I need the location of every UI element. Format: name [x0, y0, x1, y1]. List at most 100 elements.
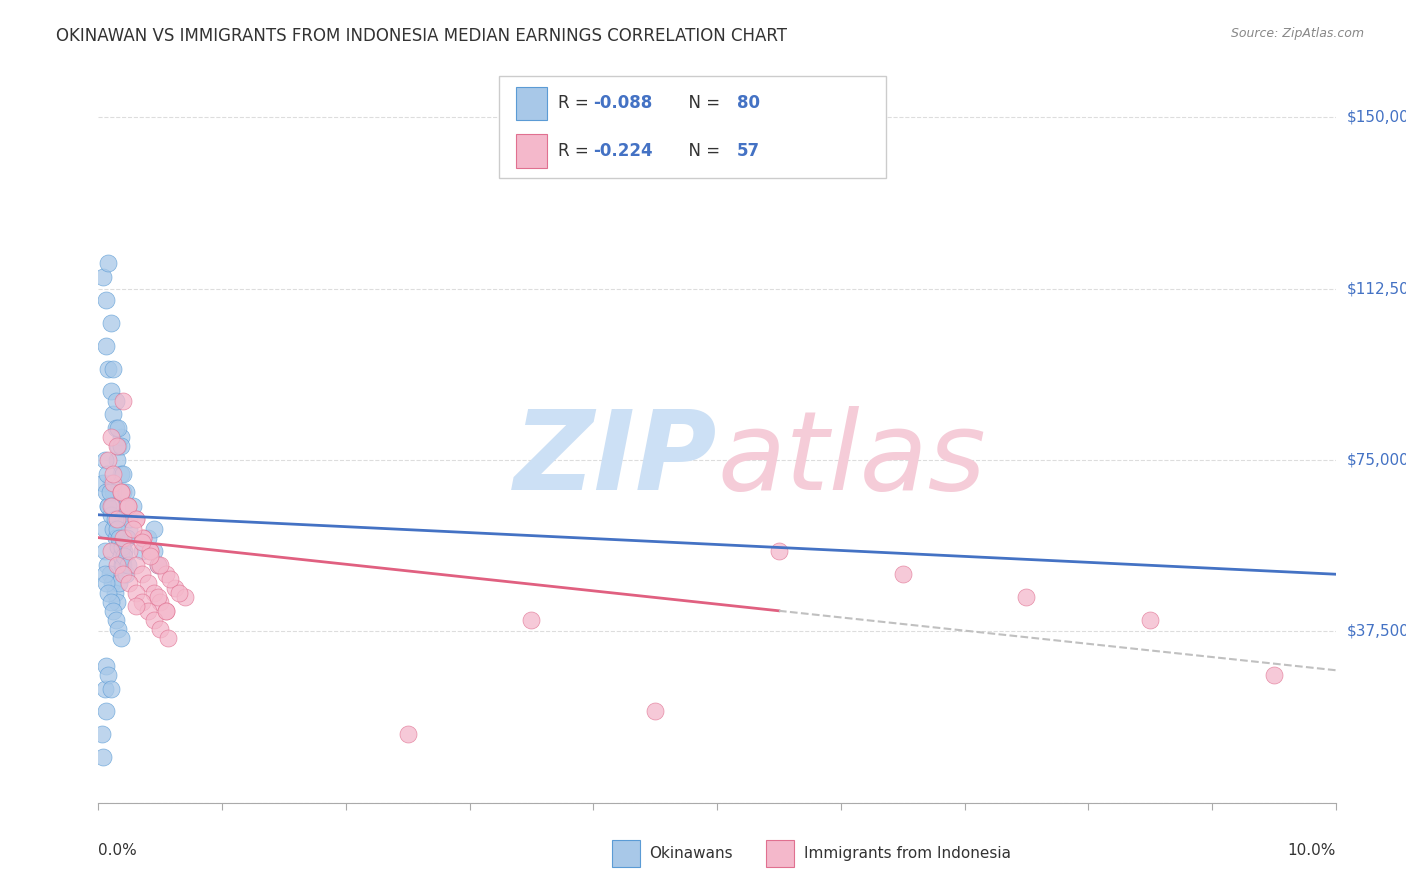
- Point: [132, 531, 155, 545]
- Point: [143, 613, 166, 627]
- Text: 10.0%: 10.0%: [1288, 843, 1336, 858]
- Point: [159, 572, 181, 586]
- Point: [105, 521, 128, 535]
- Point: [108, 531, 131, 545]
- Point: [93, 453, 115, 467]
- Point: [112, 512, 135, 526]
- Point: [124, 585, 146, 599]
- Point: [149, 594, 172, 608]
- Point: [1263, 667, 1285, 681]
- Point: [155, 604, 177, 618]
- Point: [143, 585, 166, 599]
- Point: [167, 585, 190, 599]
- Point: [94, 338, 117, 352]
- Text: ZIP: ZIP: [513, 406, 717, 513]
- Point: [117, 499, 139, 513]
- Point: [110, 485, 132, 500]
- Point: [100, 594, 122, 608]
- Point: [100, 499, 122, 513]
- Point: [94, 485, 117, 500]
- Text: Immigrants from Indonesia: Immigrants from Indonesia: [804, 847, 1011, 861]
- Point: [146, 590, 169, 604]
- Point: [110, 485, 132, 500]
- Point: [132, 531, 155, 545]
- Point: [112, 549, 135, 563]
- Point: [396, 727, 419, 741]
- Text: -0.224: -0.224: [593, 142, 652, 160]
- Text: $112,500: $112,500: [1347, 281, 1406, 296]
- Point: [131, 544, 153, 558]
- Point: [105, 512, 128, 526]
- Point: [118, 521, 141, 535]
- Point: [107, 622, 129, 636]
- Point: [104, 531, 127, 545]
- Text: N =: N =: [678, 142, 725, 160]
- Point: [122, 521, 145, 535]
- Point: [124, 512, 146, 526]
- Point: [91, 727, 114, 741]
- Point: [110, 632, 132, 646]
- Point: [136, 531, 159, 545]
- Point: [93, 681, 115, 696]
- Text: $75,000: $75,000: [1347, 452, 1406, 467]
- Point: [100, 544, 122, 558]
- Point: [100, 508, 122, 522]
- Point: [111, 558, 134, 573]
- Point: [131, 535, 153, 549]
- Point: [103, 361, 125, 376]
- Point: [107, 439, 129, 453]
- Point: [122, 499, 145, 513]
- Point: [103, 475, 125, 490]
- Point: [114, 485, 136, 500]
- Point: [101, 576, 124, 591]
- Point: [136, 604, 159, 618]
- Point: [1015, 590, 1038, 604]
- Point: [124, 599, 146, 614]
- Point: [136, 576, 159, 591]
- Point: [100, 316, 122, 330]
- Point: [156, 632, 179, 646]
- Point: [143, 544, 166, 558]
- Point: [149, 622, 172, 636]
- Point: [112, 467, 135, 481]
- Point: [131, 567, 153, 582]
- Text: $150,000: $150,000: [1347, 110, 1406, 125]
- Point: [97, 453, 120, 467]
- Point: [97, 256, 120, 270]
- Point: [94, 658, 117, 673]
- Point: [93, 750, 115, 764]
- Point: [143, 521, 166, 535]
- Point: [97, 361, 120, 376]
- Point: [155, 567, 177, 582]
- Point: [104, 393, 127, 408]
- Text: R =: R =: [558, 95, 595, 112]
- Point: [118, 576, 141, 591]
- Point: [110, 439, 132, 453]
- Point: [155, 604, 177, 618]
- Point: [114, 499, 136, 513]
- Point: [97, 499, 120, 513]
- Point: [146, 558, 169, 573]
- Point: [110, 430, 132, 444]
- Text: OKINAWAN VS IMMIGRANTS FROM INDONESIA MEDIAN EARNINGS CORRELATION CHART: OKINAWAN VS IMMIGRANTS FROM INDONESIA ME…: [56, 27, 787, 45]
- Point: [93, 270, 115, 285]
- Point: [98, 567, 121, 582]
- Point: [94, 293, 117, 307]
- Point: [108, 576, 131, 591]
- Point: [112, 544, 135, 558]
- Point: [520, 613, 543, 627]
- Point: [1139, 613, 1161, 627]
- Point: [97, 499, 120, 513]
- Point: [97, 667, 120, 681]
- Point: [94, 705, 117, 719]
- Point: [103, 585, 125, 599]
- Point: [117, 558, 139, 573]
- Point: [139, 544, 162, 558]
- Point: [111, 540, 134, 554]
- Point: [100, 681, 122, 696]
- Text: 57: 57: [737, 142, 759, 160]
- Point: [112, 485, 135, 500]
- Point: [93, 544, 115, 558]
- Point: [118, 512, 141, 526]
- Point: [105, 439, 128, 453]
